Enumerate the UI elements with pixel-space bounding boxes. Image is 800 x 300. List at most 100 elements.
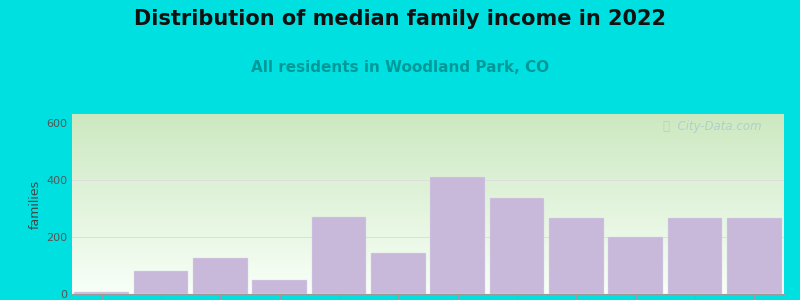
Bar [72,168,784,170]
Bar [490,198,544,294]
Bar [72,157,784,159]
Bar [72,220,784,222]
Bar [72,128,784,130]
Bar [72,265,784,267]
Bar [72,197,784,199]
Bar [72,195,784,197]
Bar [72,132,784,134]
Bar [72,155,784,157]
Bar [193,258,248,294]
Bar [72,283,784,285]
Bar [72,274,784,276]
Bar [72,193,784,195]
Bar [72,209,784,211]
Bar [72,136,784,137]
Bar [72,150,784,152]
Bar [72,154,784,155]
Bar [72,272,784,274]
Bar [72,119,784,121]
Bar [72,202,784,204]
Bar [430,177,485,294]
Bar [72,152,784,154]
Bar [72,163,784,164]
Bar [72,262,784,263]
Bar [72,137,784,139]
Bar [74,292,129,294]
Bar [72,229,784,231]
Bar [72,278,784,280]
Bar [668,218,722,294]
Bar [252,280,307,294]
Bar [72,123,784,125]
Bar [72,276,784,278]
Bar [72,172,784,173]
Bar [72,199,784,200]
Bar [72,121,784,123]
Bar [72,242,784,244]
Bar [72,271,784,272]
Bar [72,217,784,218]
Bar [72,226,784,227]
Bar [72,175,784,177]
Bar [72,247,784,249]
Bar [72,245,784,247]
Bar [72,235,784,236]
Bar [72,206,784,208]
Y-axis label: families: families [29,179,42,229]
Bar [72,182,784,184]
Bar [72,218,784,220]
Bar [72,143,784,145]
Bar [72,244,784,245]
Bar [72,141,784,143]
Bar [72,191,784,193]
Bar [72,249,784,251]
Bar [72,263,784,265]
Bar [72,233,784,235]
Bar [72,208,784,209]
Bar [72,256,784,258]
Bar [72,267,784,269]
Bar [72,159,784,161]
Bar [72,254,784,256]
Bar [72,236,784,238]
Bar [72,184,784,186]
Bar [72,161,784,163]
Bar [72,289,784,290]
Bar [72,290,784,292]
Bar [72,238,784,240]
Bar [72,166,784,168]
Bar [72,173,784,175]
Bar [72,181,784,182]
Bar [72,134,784,136]
Bar [72,215,784,217]
Bar [371,253,426,294]
Bar [72,116,784,118]
Bar [72,200,784,202]
Bar [72,253,784,254]
Bar [72,260,784,262]
Bar [72,130,784,132]
Text: ⓘ  City-Data.com: ⓘ City-Data.com [663,120,762,133]
Bar [72,186,784,188]
Bar [72,258,784,260]
Bar [72,213,784,215]
Bar [72,164,784,166]
Bar [72,179,784,181]
Bar [72,269,784,271]
Bar [72,251,784,253]
Text: All residents in Woodland Park, CO: All residents in Woodland Park, CO [251,60,549,75]
Bar [72,204,784,206]
Bar [72,190,784,191]
Bar [72,148,784,150]
Bar [72,231,784,233]
Bar [72,211,784,213]
Bar [72,227,784,229]
Bar [72,240,784,242]
Text: Distribution of median family income in 2022: Distribution of median family income in … [134,9,666,29]
Bar [72,222,784,224]
Bar [72,224,784,226]
Bar [608,237,663,294]
Bar [72,170,784,172]
Bar [72,285,784,287]
Bar [72,177,784,179]
